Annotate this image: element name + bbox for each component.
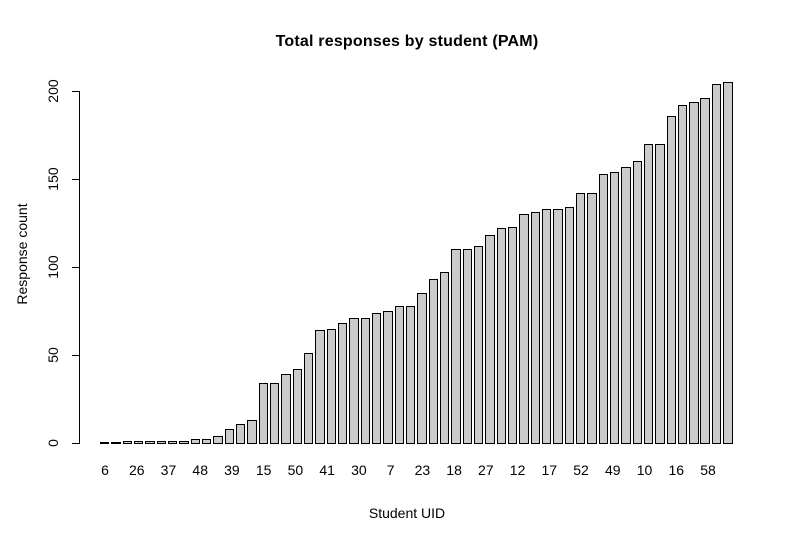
x-tick-label: 37 bbox=[160, 462, 177, 478]
x-axis-title: Student UID bbox=[368, 505, 446, 521]
x-tick-label: 30 bbox=[351, 462, 367, 478]
bar bbox=[167, 441, 178, 444]
x-tick-label: 7 bbox=[386, 462, 395, 478]
bar bbox=[156, 441, 167, 444]
bar bbox=[428, 279, 438, 444]
bar bbox=[666, 116, 676, 444]
y-tick-label: 0 bbox=[45, 439, 61, 447]
bar bbox=[541, 209, 552, 444]
bar bbox=[190, 439, 201, 444]
bar bbox=[587, 193, 597, 444]
bar bbox=[609, 172, 620, 444]
y-axis-line bbox=[79, 91, 80, 444]
x-tick-label: 26 bbox=[128, 462, 145, 478]
bar bbox=[462, 249, 472, 444]
y-tick bbox=[72, 179, 79, 180]
bar bbox=[632, 161, 642, 444]
bar bbox=[553, 209, 563, 444]
bar bbox=[700, 98, 710, 444]
bar bbox=[179, 441, 189, 444]
x-tick-label: 39 bbox=[224, 462, 240, 478]
bar bbox=[485, 235, 495, 444]
bar bbox=[111, 442, 121, 444]
y-tick-label: 50 bbox=[45, 347, 61, 363]
bar bbox=[122, 441, 133, 444]
x-tick-label: 15 bbox=[255, 462, 272, 478]
bar bbox=[598, 174, 608, 444]
x-tick-label: 48 bbox=[192, 462, 208, 478]
x-tick-label: 10 bbox=[636, 462, 653, 478]
bar bbox=[235, 424, 246, 444]
bar bbox=[326, 329, 336, 444]
bar bbox=[100, 442, 110, 444]
bar bbox=[439, 272, 450, 444]
x-tick-label: 6 bbox=[101, 462, 109, 478]
x-tick-label: 52 bbox=[573, 462, 589, 478]
bar bbox=[213, 436, 223, 444]
x-tick-label: 17 bbox=[541, 462, 558, 478]
bar bbox=[723, 82, 733, 444]
bar bbox=[258, 383, 268, 444]
x-tick-label: 50 bbox=[287, 462, 304, 478]
bar bbox=[224, 429, 235, 444]
bar bbox=[677, 105, 688, 444]
y-tick bbox=[72, 91, 79, 92]
bar bbox=[303, 353, 314, 444]
bar bbox=[315, 330, 325, 444]
bar bbox=[269, 383, 280, 444]
bar bbox=[371, 313, 382, 444]
bar bbox=[507, 227, 518, 444]
bar bbox=[292, 369, 302, 444]
bar bbox=[575, 193, 586, 444]
bar bbox=[655, 144, 665, 444]
bar bbox=[337, 323, 348, 444]
bar bbox=[417, 293, 427, 444]
bar bbox=[530, 212, 540, 444]
x-tick-label: 12 bbox=[509, 462, 526, 478]
bar bbox=[621, 167, 631, 444]
x-tick-label: 41 bbox=[319, 462, 335, 478]
bar bbox=[133, 441, 144, 444]
bar bbox=[473, 246, 484, 444]
bar bbox=[519, 214, 529, 444]
bar bbox=[564, 207, 574, 444]
y-tick-label: 150 bbox=[45, 167, 61, 191]
x-tick-label: 27 bbox=[478, 462, 494, 478]
x-tick-label: 58 bbox=[700, 462, 716, 478]
x-tick-label: 18 bbox=[446, 462, 462, 478]
bar bbox=[394, 306, 404, 444]
y-tick-label: 200 bbox=[45, 79, 61, 103]
bar bbox=[201, 439, 212, 444]
bar bbox=[405, 306, 416, 444]
bar bbox=[360, 318, 370, 444]
bar bbox=[383, 311, 393, 444]
y-tick bbox=[72, 267, 79, 268]
y-axis-title: Response count bbox=[14, 203, 30, 305]
y-tick-label: 100 bbox=[45, 255, 61, 279]
bar bbox=[349, 318, 359, 444]
bar bbox=[496, 228, 506, 444]
bar bbox=[643, 144, 654, 444]
y-tick bbox=[72, 355, 79, 356]
bar bbox=[689, 102, 699, 444]
chart-title: Total responses by student (PAM) bbox=[275, 33, 539, 50]
bar bbox=[451, 249, 461, 444]
y-tick bbox=[72, 443, 79, 444]
x-tick-label: 16 bbox=[668, 462, 685, 478]
bar bbox=[281, 374, 291, 444]
x-tick-label: 49 bbox=[604, 462, 621, 478]
x-tick-label: 23 bbox=[414, 462, 431, 478]
bar bbox=[711, 84, 722, 444]
bar bbox=[145, 441, 155, 444]
bar bbox=[247, 420, 257, 444]
